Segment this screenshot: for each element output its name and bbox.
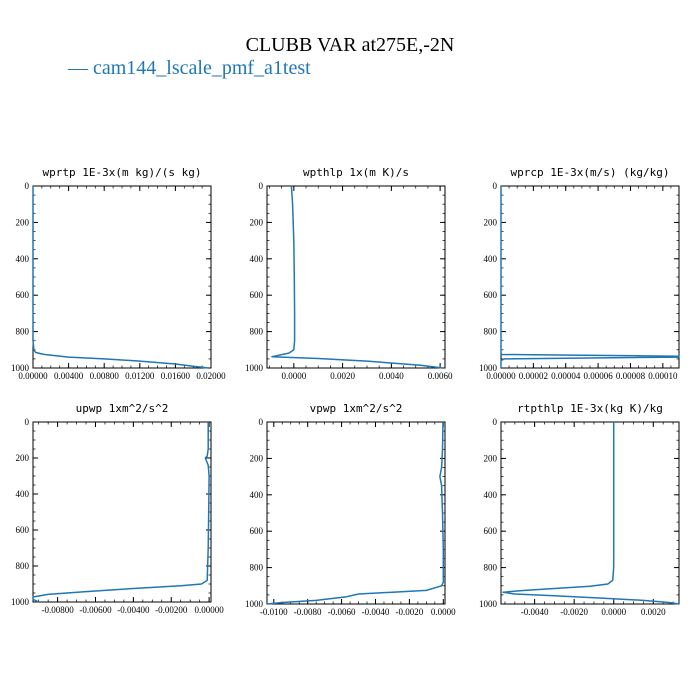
legend-label: cam144_lscale_pmf_a1test xyxy=(93,57,311,79)
legend-marker: — xyxy=(68,57,88,79)
y-tick-label: 1000 xyxy=(479,363,498,373)
y-tick-label: 600 xyxy=(484,526,498,536)
y-tick-label: 0 xyxy=(493,417,498,427)
x-tick-label: 0.00002 xyxy=(519,371,548,381)
y-tick-label: 600 xyxy=(16,290,30,300)
x-tick-label: 0.00000 xyxy=(18,371,48,381)
x-tick-label: 0.0000 xyxy=(601,607,626,617)
panel-4: upwp 1xm^2/s^2 -0.00800 -0.00600 -0.00400 -0… xyxy=(11,402,224,615)
y-tick-label: 600 xyxy=(484,290,498,300)
x-tick-label: 0.00010 xyxy=(648,371,678,381)
y-tick-label: 400 xyxy=(250,254,264,264)
y-tick-label: 400 xyxy=(16,254,30,264)
x-tick-label: -0.0020 xyxy=(396,607,424,617)
y-tick-label: 0 xyxy=(493,181,498,191)
x-tick-label: -0.00800 xyxy=(41,605,74,615)
y-tick-label: 200 xyxy=(250,217,264,227)
x-tick-label: -0.0080 xyxy=(294,607,322,617)
y-tick-label: 200 xyxy=(484,453,498,463)
y-tick-label: 400 xyxy=(484,490,498,500)
y-tick-label: 1000 xyxy=(245,599,264,609)
y-tick-label: 1000 xyxy=(245,363,264,373)
series-line xyxy=(502,422,680,605)
x-tick-label: 0.00000 xyxy=(194,605,224,615)
y-tick-label: 200 xyxy=(16,217,30,227)
y-tick-label: 200 xyxy=(484,217,498,227)
x-tick-label: -0.0060 xyxy=(328,607,356,617)
x-tick-label: 0.0020 xyxy=(641,607,666,617)
y-tick-label: 0 xyxy=(259,417,264,427)
plot-frame xyxy=(500,185,680,369)
x-tick-label: 0.00400 xyxy=(54,371,84,381)
legend: — cam144_lscale_pmf_a1test xyxy=(68,57,311,80)
panel-5: vpwp 1xm^2/s^2 -0.0100 -0.0080 -0.0060 -0.00… xyxy=(245,402,456,617)
panel-2: wpthlp 1x(m K)/s 0.0000 0.0020 0.0040 0.0060… xyxy=(245,166,453,381)
x-tick-label: -0.00200 xyxy=(155,605,188,615)
series-line xyxy=(271,185,443,369)
series-line xyxy=(32,422,210,603)
x-tick-label: 0.0060 xyxy=(428,371,453,381)
y-tick-label: 800 xyxy=(484,327,498,337)
y-tick-label: 400 xyxy=(16,489,30,499)
series-line xyxy=(500,186,680,368)
y-tick-label: 1000 xyxy=(11,363,30,373)
x-tick-label: 0.01600 xyxy=(161,371,191,381)
y-tick-label: 0 xyxy=(259,181,264,191)
x-tick-label: 0.00008 xyxy=(616,371,646,381)
x-tick-label: 0.0000 xyxy=(431,607,456,617)
y-tick-label: 200 xyxy=(250,453,264,463)
panel-title: vpwp 1xm^2/s^2 xyxy=(310,402,403,415)
plot-frame xyxy=(32,185,212,369)
panel-6: rtpthlp 1E-3x(kg K)/kg -0.0040 -0.0020 0.00… xyxy=(479,402,680,617)
panel-title: wprcp 1E-3x(m/s) (kg/kg) xyxy=(511,166,670,179)
x-tick-label: 0.00000 xyxy=(486,371,516,381)
y-tick-label: 800 xyxy=(16,327,30,337)
x-tick-label: -0.0100 xyxy=(260,607,288,617)
x-tick-label: -0.00600 xyxy=(79,605,112,615)
y-tick-label: 800 xyxy=(484,563,498,573)
y-tick-label: 800 xyxy=(250,563,264,573)
series-line xyxy=(32,186,209,369)
x-tick-label: 0.0020 xyxy=(330,371,355,381)
x-tick-label: 0.0000 xyxy=(281,371,306,381)
panel-title: upwp 1xm^2/s^2 xyxy=(76,402,169,415)
y-tick-label: 600 xyxy=(250,526,264,536)
x-tick-label: -0.00400 xyxy=(117,605,150,615)
y-tick-label: 0 xyxy=(25,181,30,191)
x-tick-label: 0.00004 xyxy=(551,371,581,381)
x-tick-label: -0.0020 xyxy=(560,607,588,617)
y-tick-label: 800 xyxy=(250,327,264,337)
plot-frame xyxy=(266,421,446,605)
y-tick-label: 200 xyxy=(16,453,30,463)
x-tick-label: 0.00006 xyxy=(583,371,613,381)
y-tick-label: 400 xyxy=(250,490,264,500)
panel-title: rtpthlp 1E-3x(kg K)/kg xyxy=(517,402,663,415)
y-tick-label: 1000 xyxy=(11,597,30,607)
y-tick-label: 400 xyxy=(484,254,498,264)
x-tick-label: -0.0040 xyxy=(362,607,390,617)
x-tick-label: 0.02000 xyxy=(196,371,226,381)
y-tick-label: 600 xyxy=(16,525,30,535)
y-tick-label: 600 xyxy=(250,290,264,300)
panel-title: wpthlp 1x(m K)/s xyxy=(303,166,409,179)
plot-frame xyxy=(32,421,212,603)
panel-3: wprcp 1E-3x(m/s) (kg/kg)0.00000 0.00002 0.… xyxy=(479,166,680,381)
panel-1: wprtp 1E-3x(m kg)/(s kg) 0.00000 0.00400 0.… xyxy=(11,166,226,381)
x-tick-label: 0.0040 xyxy=(379,371,404,381)
plot-frame xyxy=(500,421,680,605)
x-tick-label: 0.00800 xyxy=(90,371,120,381)
series-line xyxy=(266,421,445,605)
chart-title: CLUBB VAR at275E,-2N xyxy=(245,34,455,56)
y-tick-label: 0 xyxy=(25,417,30,427)
panel-title: wprtp 1E-3x(m kg)/(s kg) xyxy=(43,166,202,179)
x-tick-label: -0.0040 xyxy=(521,607,549,617)
y-tick-label: 1000 xyxy=(479,599,498,609)
x-tick-label: 0.01200 xyxy=(125,371,155,381)
y-tick-label: 800 xyxy=(16,561,30,571)
